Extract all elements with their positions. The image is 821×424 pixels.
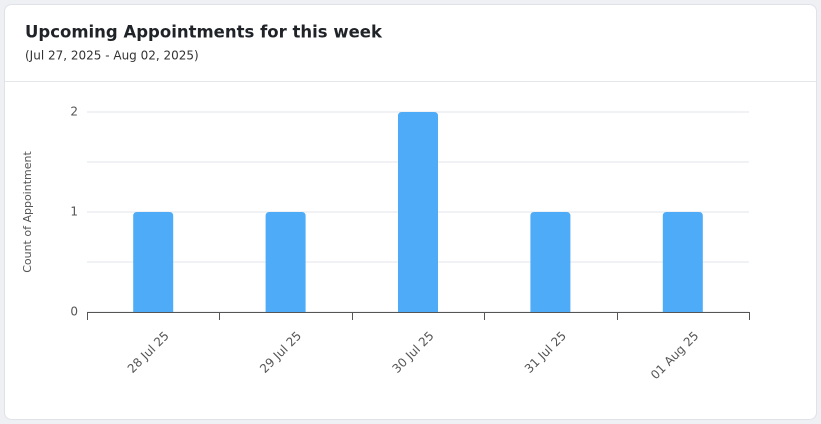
bar <box>265 212 306 312</box>
chart-subtitle: (Jul 27, 2025 - Aug 02, 2025) <box>25 49 199 63</box>
y-tick-label: 2 <box>70 105 78 119</box>
bar <box>662 212 703 312</box>
bar <box>133 212 174 312</box>
chart-title: Upcoming Appointments for this week <box>25 23 383 42</box>
bar <box>398 112 438 312</box>
y-tick-label: 0 <box>70 305 78 319</box>
bar <box>530 212 571 312</box>
y-axis-label: Count of Appointment <box>21 151 34 273</box>
y-tick-label: 1 <box>70 205 78 219</box>
